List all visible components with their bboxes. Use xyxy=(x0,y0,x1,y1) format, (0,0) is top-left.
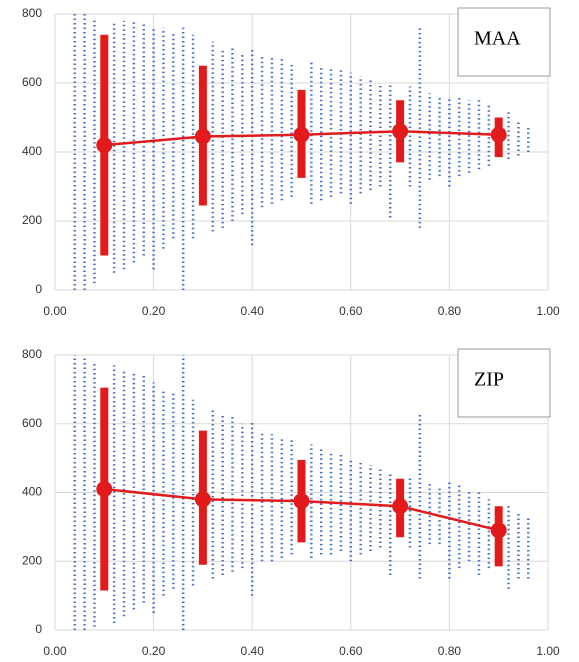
mean-point xyxy=(293,493,310,510)
x-tick-label: 0.80 xyxy=(438,644,462,658)
x-tick-label: 0.40 xyxy=(241,644,265,658)
mean-point xyxy=(96,137,113,154)
mean-point xyxy=(490,522,507,539)
annotation-box xyxy=(457,348,551,418)
y-tick-label: 600 xyxy=(22,75,42,89)
mean-point xyxy=(194,491,211,508)
x-tick-label: 0.80 xyxy=(438,304,462,318)
y-tick-label: 0 xyxy=(35,282,42,296)
x-tick-label: 0.60 xyxy=(339,644,363,658)
mean-point xyxy=(293,126,310,143)
x-tick-label: 0.40 xyxy=(241,304,265,318)
x-tick-label: 0.00 xyxy=(43,304,67,318)
x-tick-label: 0.60 xyxy=(339,304,363,318)
mean-point xyxy=(392,123,409,140)
y-tick-label: 400 xyxy=(22,485,42,499)
y-tick-label: 400 xyxy=(22,144,42,158)
y-tick-label: 800 xyxy=(22,6,42,20)
y-tick-label: 600 xyxy=(22,416,42,430)
annotation: ZIP xyxy=(474,369,504,391)
x-tick-label: 0.20 xyxy=(142,644,166,658)
mean-point xyxy=(194,128,211,145)
y-tick-label: 200 xyxy=(22,553,42,567)
annotation-box xyxy=(457,7,551,77)
y-tick-label: 0 xyxy=(35,622,42,636)
mean-point xyxy=(96,481,113,498)
x-tick-label: 0.20 xyxy=(142,304,166,318)
x-tick-label: 0.00 xyxy=(43,644,67,658)
mean-point xyxy=(490,126,507,143)
mean-point xyxy=(392,498,409,515)
annotation: MAA xyxy=(474,28,521,50)
x-tick-label: 1.00 xyxy=(536,304,560,318)
y-tick-label: 800 xyxy=(22,347,42,361)
x-tick-label: 1.00 xyxy=(536,644,560,658)
y-tick-label: 200 xyxy=(22,213,42,227)
